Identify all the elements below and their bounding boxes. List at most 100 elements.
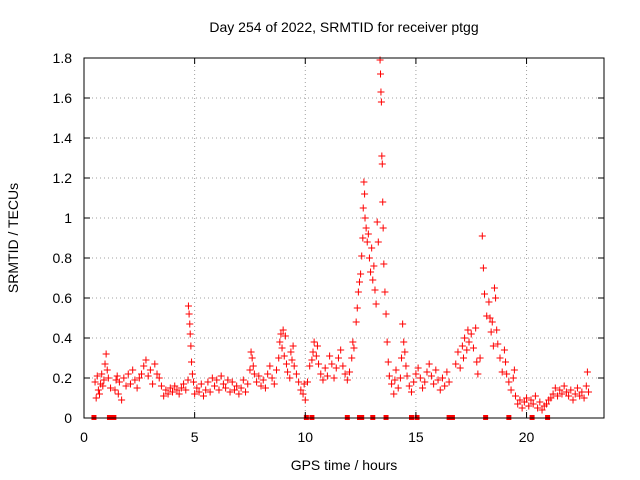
data-point [187, 342, 195, 350]
data-point [368, 244, 376, 252]
data-point [505, 378, 513, 386]
data-point [529, 400, 537, 408]
data-point [443, 368, 451, 376]
data-point [392, 366, 400, 374]
data-point [421, 378, 429, 386]
data-point [479, 264, 487, 272]
data-point [391, 376, 399, 384]
data-point [284, 368, 292, 376]
data-point [182, 386, 190, 394]
data-point [308, 356, 316, 364]
data-point [313, 342, 321, 350]
data-point [270, 380, 278, 388]
data-point [500, 346, 508, 354]
data-point [381, 288, 389, 296]
data-point [180, 380, 188, 388]
data-point [185, 310, 193, 318]
data-point [361, 214, 369, 222]
data-point [219, 380, 227, 388]
data-point [184, 376, 192, 384]
data-point [101, 360, 109, 368]
data-point [363, 238, 371, 246]
data-point [371, 286, 379, 294]
y-tick-label: 0.6 [53, 290, 73, 306]
data-point [169, 388, 177, 396]
data-point [469, 344, 477, 352]
data-point [94, 386, 102, 394]
data-point [385, 372, 393, 380]
data-points [91, 56, 593, 414]
data-point [224, 376, 232, 384]
data-point [490, 284, 498, 292]
data-point [337, 346, 345, 354]
data-point [567, 386, 575, 394]
data-point [242, 388, 250, 396]
data-point [359, 204, 367, 212]
data-point [213, 376, 221, 384]
y-tick-label: 1.8 [53, 50, 73, 66]
y-tick-label: 1.2 [53, 170, 73, 186]
data-point [402, 362, 410, 370]
data-point [146, 366, 154, 374]
data-point [458, 342, 466, 350]
data-point [549, 390, 557, 398]
data-point [279, 326, 287, 334]
data-point [441, 382, 449, 390]
data-point [299, 390, 307, 398]
data-point [286, 374, 294, 382]
data-point [129, 366, 137, 374]
data-point [527, 396, 535, 404]
data-point [427, 372, 435, 380]
data-point [114, 390, 122, 398]
data-point [467, 330, 475, 338]
data-point [379, 224, 387, 232]
data-point [246, 366, 254, 374]
data-point [348, 354, 356, 362]
data-point [115, 378, 123, 386]
data-point [518, 404, 526, 412]
data-point [120, 374, 128, 382]
data-point [312, 352, 320, 360]
data-point [398, 354, 406, 362]
data-point [303, 378, 311, 386]
y-tick-label: 1.6 [53, 90, 73, 106]
data-point [473, 358, 481, 366]
data-point [419, 384, 427, 392]
data-point [498, 368, 506, 376]
data-point [317, 370, 325, 378]
data-point [315, 360, 323, 368]
data-point [111, 386, 119, 394]
data-point [202, 386, 210, 394]
data-point [113, 372, 121, 380]
y-tick-label: 1.4 [53, 130, 73, 146]
data-point [380, 260, 388, 268]
chart-title: Day 254 of 2022, SRMTID for receiver ptg… [209, 19, 478, 35]
data-point [454, 348, 462, 356]
data-point [502, 358, 510, 366]
data-point [523, 394, 531, 402]
data-point [509, 374, 517, 382]
data-point [230, 386, 238, 394]
data-point [492, 294, 500, 302]
x-tick-labels: 0 5 10 15 20 [80, 429, 534, 445]
data-point [414, 364, 422, 372]
data-point [157, 382, 165, 390]
data-point [573, 384, 581, 392]
data-point [275, 354, 283, 362]
y-tick-label: 0.8 [53, 250, 73, 266]
data-point [488, 318, 496, 326]
data-point [367, 268, 375, 276]
data-point [485, 298, 493, 306]
data-point [452, 360, 460, 368]
data-point [290, 362, 298, 370]
data-point [93, 372, 101, 380]
data-point [197, 380, 205, 388]
data-point [377, 70, 385, 78]
data-point [494, 340, 502, 348]
data-point [99, 382, 107, 390]
data-point [507, 386, 515, 394]
data-point [565, 392, 573, 400]
data-point [244, 380, 252, 388]
data-point [131, 376, 139, 384]
